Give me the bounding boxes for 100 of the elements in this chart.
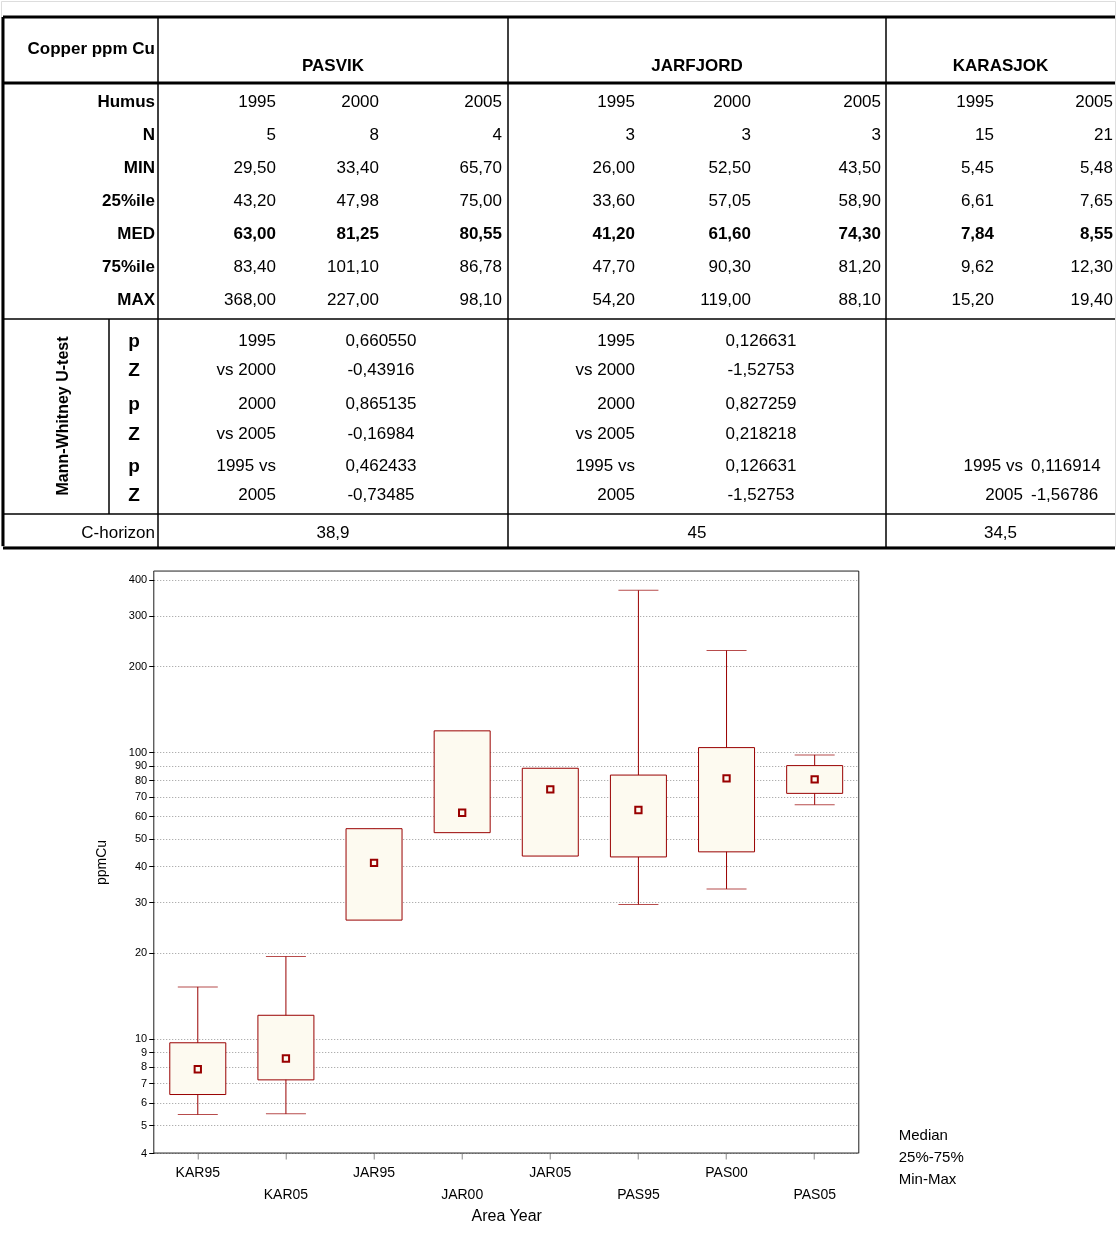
x-tick-label: JAR95 [353,1164,396,1180]
text: 33,40 [336,158,379,177]
y-tick-label: 10 [134,1032,148,1045]
text: 2005 [1075,92,1113,111]
text: 57,05 [708,191,751,210]
text: 227,00 [327,290,379,309]
y-axis-title: ppmCu [92,839,109,886]
x-tick-label: JAR05 [529,1164,572,1180]
category-label: MAX [117,290,155,309]
text: 45 [687,523,707,542]
x-tick-label: KAR05 [263,1186,309,1202]
text: 0,218218 [725,424,797,443]
y-tick-label: 20 [134,946,148,959]
text: vs 2005 [575,424,635,443]
text: 8 [369,125,379,144]
text: 43,50 [838,158,881,177]
text: -0,43916 [347,360,415,379]
text: 1995 [597,331,635,350]
text: 47,70 [592,257,635,276]
text: 0,660550 [345,331,417,350]
text: 4 [492,125,502,144]
text: 0,462433 [345,456,417,475]
category-label: KARASJOK [952,56,1049,75]
text: Z [128,423,141,444]
category-label: JARFJORD [651,56,743,75]
text: 5,48 [1079,158,1113,177]
text: 29,50 [233,158,276,177]
text: 7,65 [1079,191,1113,210]
text: Mann-Whitney U-test [54,335,71,496]
text: Min-Max [898,1170,957,1187]
text: 74,30 [838,224,881,243]
text: 101,10 [327,257,379,276]
text: 1995 [238,92,276,111]
text: 61,60 [708,224,751,243]
text: 7,84 [960,224,994,243]
text: 38,9 [316,523,350,542]
text: 15,20 [951,290,994,309]
text: 2005 [464,92,502,111]
text: vs 2000 [575,360,635,379]
text: 2005 [597,485,635,504]
y-tick-label: 9 [141,1045,148,1058]
text: -1,52753 [727,360,795,379]
y-tick-label: 90 [134,759,148,772]
y-tick-label: 30 [134,895,148,908]
text: 81,25 [336,224,379,243]
text: 3 [871,125,881,144]
y-tick-label: 8 [141,1060,148,1073]
y-tick-label: 40 [134,860,148,872]
text: 41,20 [592,224,635,243]
text: 19,40 [1070,290,1113,309]
text: 90,30 [708,257,751,276]
x-tick-label: KAR95 [175,1164,221,1180]
y-tick-label: 6 [141,1096,148,1109]
y-tick-label: 200 [128,659,148,672]
text: 47,98 [336,191,379,210]
text: 86,78 [459,257,502,276]
y-tick-label: 7 [141,1076,148,1089]
text: 98,10 [459,290,502,309]
text: 75,00 [459,191,502,210]
text: 5 [266,125,276,144]
text: 2005 [843,92,881,111]
text: 63,00 [233,224,276,243]
text: 2000 [238,394,276,413]
text: 0,126631 [725,456,797,475]
text: 3 [741,125,751,144]
y-tick-label: 5 [141,1118,148,1131]
category-label: 75%ile [102,257,155,276]
text: 33,60 [592,191,635,210]
text: 3 [625,125,635,144]
text: 0,126631 [725,331,797,350]
text: Median [898,1126,948,1143]
text: C-horizon [81,523,155,542]
x-tick-label: PAS05 [793,1186,837,1202]
text: 65,70 [459,158,502,177]
y-tick-label: 70 [134,790,148,803]
category-label: Humus [97,92,155,111]
x-tick-label: JAR00 [441,1186,484,1202]
category-label: MED [117,224,155,243]
text: p [128,393,140,414]
text: 34,5 [983,523,1018,542]
text: p [128,455,140,476]
text: 1995 [238,331,276,350]
text: Z [128,484,141,505]
x-tick-label: PAS00 [705,1164,749,1180]
y-tick-label: 60 [134,809,148,822]
text: vs 2000 [216,360,276,379]
text: 25%-75% [898,1148,964,1165]
category-label: 25%ile [102,191,155,210]
text: -1,52753 [727,485,795,504]
text: 15 [975,125,994,144]
text: 81,20 [838,257,881,276]
text: 26,00 [592,158,635,177]
text: 2005 [238,485,276,504]
text: 52,50 [708,158,751,177]
y-tick-label: 300 [128,609,148,622]
text: 6,61 [960,191,994,210]
y-tick-label: 400 [128,573,148,586]
text: 1995 vs [216,456,276,475]
text: 1995 [956,92,994,111]
text: 5,45 [960,158,994,177]
